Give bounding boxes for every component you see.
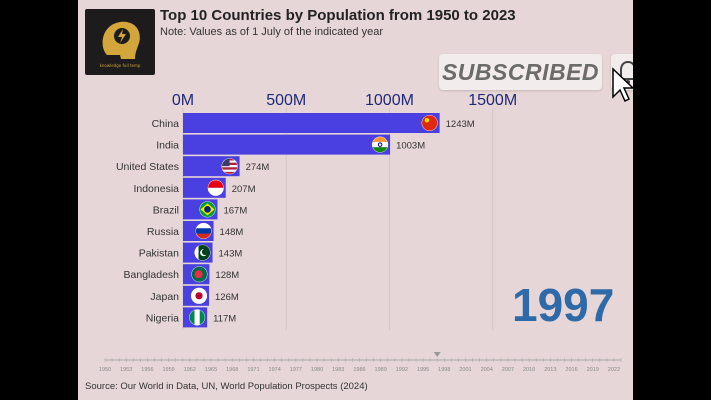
bar — [183, 134, 391, 155]
value-label: 207M — [232, 184, 256, 195]
mouse-cursor-icon — [612, 67, 633, 103]
timeline-label: 1989 — [375, 367, 387, 373]
category-label: Nigeria — [146, 312, 179, 324]
x-tick-label: 0M — [172, 92, 194, 109]
chart-title: Top 10 Countries by Population from 1950… — [160, 7, 516, 24]
timeline-label: 1971 — [247, 367, 259, 373]
timeline-label: 1956 — [141, 367, 153, 373]
bar-chart: 0M 500M 1000M 1500M China 1243M India 1003M Unit… — [99, 92, 622, 373]
timeline-label: 2004 — [481, 367, 493, 373]
timeline-label: 1995 — [417, 367, 429, 373]
category-label: Pakistan — [139, 248, 179, 260]
japan-flag — [191, 287, 208, 304]
china-flag — [421, 115, 438, 131]
value-label: 126M — [215, 292, 239, 303]
indonesia-flag — [207, 179, 224, 196]
bar — [183, 113, 440, 133]
timeline-label: 1998 — [438, 367, 450, 373]
india-flag — [372, 136, 389, 153]
chart-subtitle: Note: Values as of 1 July of the indicat… — [160, 26, 383, 38]
russia-flag — [195, 223, 212, 239]
timeline-label: 1968 — [226, 367, 238, 373]
timeline-label: 2022 — [608, 367, 620, 373]
chart-canvas: knowledge full temp Top 10 Countries by … — [78, 0, 633, 400]
channel-logo: knowledge full temp — [85, 9, 155, 75]
timeline-label: 1965 — [205, 367, 217, 373]
timeline-label: 2007 — [502, 367, 514, 373]
timeline-label: 1992 — [396, 367, 408, 373]
category-label: Brazil — [153, 204, 179, 216]
logo-text: knowledge full temp — [99, 63, 141, 68]
usa-flag — [221, 158, 238, 175]
subscribed-button[interactable]: SUBSCRIBED — [439, 54, 602, 90]
timeline-label: 2019 — [587, 367, 599, 373]
timeline-label: 1962 — [184, 367, 196, 373]
value-label: 128M — [215, 270, 239, 281]
category-label: Indonesia — [133, 183, 179, 195]
lightbulb-head-icon — [102, 21, 140, 59]
value-label: 148M — [220, 227, 244, 238]
current-year: 1997 — [512, 279, 615, 331]
value-label: 1243M — [446, 119, 475, 130]
category-label: India — [156, 140, 179, 152]
category-label: China — [152, 118, 180, 130]
timeline-label: 2013 — [544, 367, 556, 373]
timeline-label: 1974 — [269, 367, 281, 373]
x-tick-label: 1000M — [365, 92, 414, 109]
value-label: 167M — [223, 205, 247, 216]
value-label: 274M — [246, 162, 270, 173]
timeline-label: 2010 — [523, 367, 535, 373]
timeline-label: 1977 — [290, 367, 302, 373]
brazil-flag — [199, 201, 216, 218]
x-tick-label: 1500M — [468, 92, 517, 109]
nigeria-flag — [189, 309, 206, 326]
timeline-label: 1980 — [311, 367, 323, 373]
category-label: Russia — [147, 226, 179, 238]
source-note: Source: Our World in Data, UN, World Pop… — [85, 381, 368, 392]
timeline-marker — [433, 352, 441, 357]
pakistan-flag — [194, 244, 211, 261]
timeline-label: 2016 — [565, 367, 577, 373]
value-label: 143M — [219, 249, 243, 260]
bangladesh-flag — [191, 266, 208, 283]
value-label: 1003M — [396, 141, 425, 152]
timeline-label: 1959 — [162, 367, 174, 373]
category-label: Bangladesh — [124, 269, 180, 281]
timeline-label: 1950 — [99, 367, 111, 373]
timeline-label: 2001 — [459, 367, 471, 373]
value-label: 117M — [213, 313, 236, 324]
timeline-label: 1953 — [120, 367, 132, 373]
timeline-label: 1983 — [332, 367, 344, 373]
x-tick-label: 500M — [266, 92, 306, 109]
category-label: United States — [116, 161, 179, 173]
category-label: Japan — [150, 291, 179, 303]
timeline-label: 1986 — [353, 367, 365, 373]
